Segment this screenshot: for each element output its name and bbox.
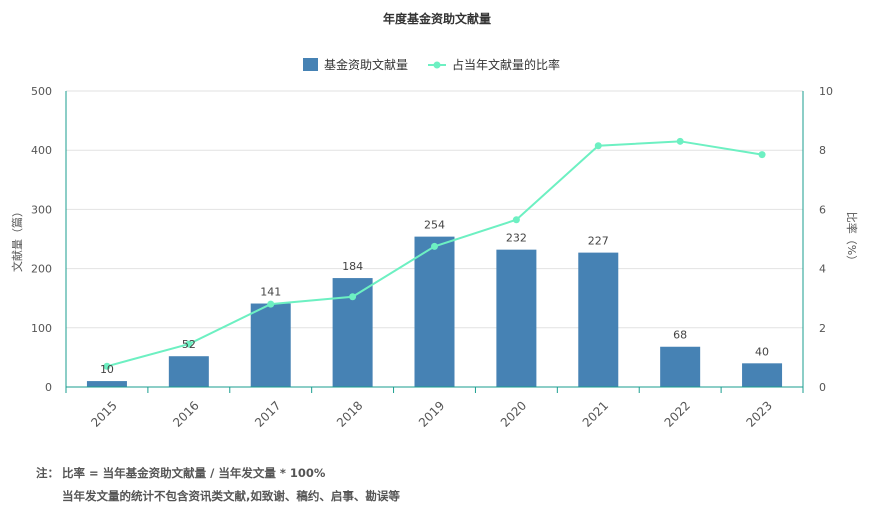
- y2-tick-label: 6: [819, 203, 826, 216]
- note-ratio-formula: 比率 = 当年基金资助文献量 / 当年发文量 * 100%: [62, 466, 326, 480]
- y-tick-label: 400: [31, 144, 52, 157]
- y2-tick-label: 2: [819, 322, 826, 335]
- bar-value-label: 232: [506, 232, 527, 245]
- y2-tick-label: 4: [819, 263, 826, 276]
- bar-2023: [742, 363, 783, 387]
- data-labels: 10 52 141 184 254 232 227 68 40: [100, 219, 769, 376]
- bar-2016: [168, 356, 209, 387]
- y-tick-label: 200: [31, 263, 52, 276]
- x-tick-label: 2015: [88, 398, 119, 429]
- legend-bar-label: 基金资助文献量: [324, 57, 408, 72]
- ratio-point-2017: [267, 300, 275, 308]
- bar-value-label: 254: [424, 219, 445, 232]
- note-prefix: 注：: [36, 466, 59, 480]
- bar-series: [86, 236, 783, 387]
- ratio-point-2023: [758, 151, 766, 159]
- y2-axis-title: 比率（%）: [845, 212, 859, 266]
- legend-line-label: 占当年文献量的比率: [452, 57, 560, 72]
- ratio-point-2016: [185, 340, 193, 348]
- y-axis-title: 文献量（篇）: [10, 206, 24, 272]
- ratio-point-2020: [512, 216, 520, 224]
- legend-line-marker: [433, 61, 441, 69]
- y-tick-label: 100: [31, 322, 52, 335]
- ratio-point-2018: [349, 293, 357, 301]
- x-tick-label: 2019: [416, 398, 447, 429]
- bar-value-label: 40: [755, 345, 769, 358]
- y-tick-label: 500: [31, 85, 52, 98]
- x-tick-label: 2017: [252, 398, 283, 429]
- ratio-point-2019: [431, 242, 438, 250]
- x-tick-label: 2021: [580, 398, 611, 429]
- bar-value-label: 227: [588, 235, 609, 248]
- y2-tick-label: 0: [819, 381, 826, 394]
- x-tick-label: 2020: [498, 398, 529, 429]
- legend-bar-swatch: [303, 58, 318, 71]
- bar-2017: [250, 303, 291, 387]
- x-tick-label: 2016: [170, 398, 201, 429]
- bar-value-label: 10: [100, 363, 114, 376]
- x-tick-label: 2018: [334, 398, 365, 429]
- bar-2020: [496, 249, 537, 387]
- legend: 基金资助文献量 占当年文献量的比率: [303, 57, 560, 72]
- bar-2022: [660, 346, 701, 387]
- ratio-point-2021: [594, 142, 602, 150]
- y-tick-label: 0: [45, 381, 52, 394]
- bar-value-label: 52: [182, 338, 196, 351]
- note-exclusions: 当年发文量的统计不包含资讯类文献,如致谢、稿约、启事、勘误等: [62, 489, 400, 503]
- ratio-point-2022: [676, 137, 684, 145]
- bar-2015: [86, 381, 127, 387]
- bar-value-label: 68: [673, 329, 687, 342]
- y2-tick-label: 8: [819, 144, 826, 157]
- chart-title: 年度基金资助文献量: [382, 12, 491, 26]
- x-tick-label: 2022: [662, 398, 693, 429]
- bar-value-label: 184: [342, 260, 363, 273]
- ratio-point-2015: [103, 362, 111, 370]
- ratio-line-series: [103, 137, 766, 370]
- x-tick-label: 2023: [743, 398, 774, 429]
- y-tick-label: 300: [31, 203, 52, 216]
- bar-2021: [578, 252, 619, 387]
- bar-value-label: 141: [260, 286, 281, 299]
- y2-tick-label: 10: [819, 85, 833, 98]
- bar-2019: [414, 236, 455, 387]
